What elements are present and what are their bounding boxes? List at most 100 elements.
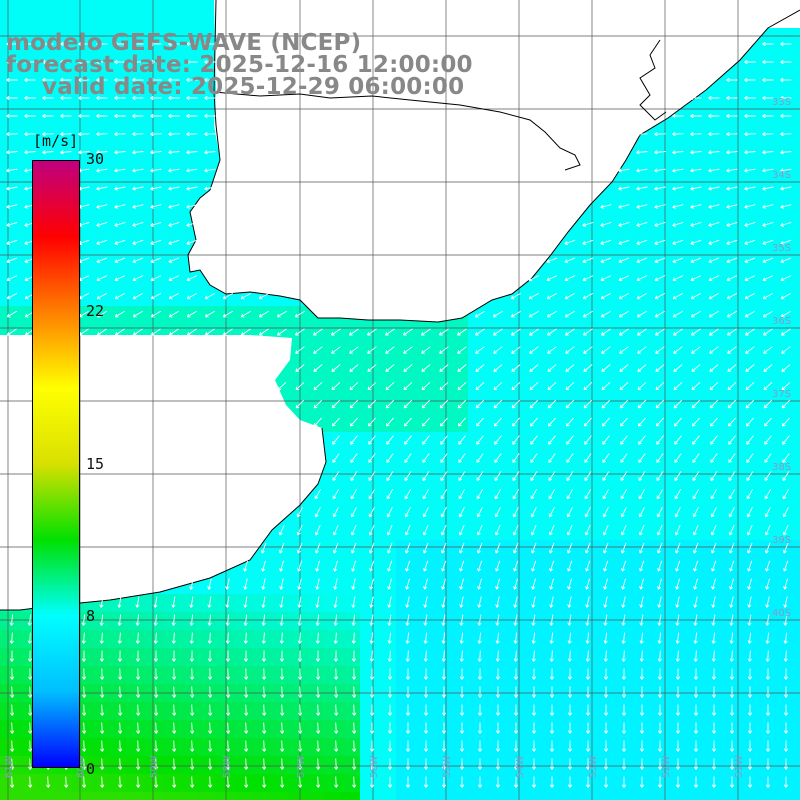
field-cell	[270, 576, 289, 595]
field-cell	[432, 720, 451, 739]
field-cell	[684, 720, 703, 739]
field-cell	[162, 648, 181, 667]
field-cell	[666, 198, 685, 217]
field-cell	[342, 324, 361, 343]
wind-arrow	[387, 614, 392, 626]
wind-arrow	[226, 686, 231, 698]
wind-arrow	[168, 275, 180, 282]
field-cell	[792, 540, 800, 559]
wind-arrow	[136, 776, 141, 788]
wind-arrow	[782, 453, 790, 463]
field-cell	[576, 666, 595, 685]
wind-arrow	[132, 239, 144, 246]
wind-arrow	[708, 186, 720, 191]
wind-arrow	[636, 150, 648, 155]
wind-arrow	[9, 632, 14, 644]
wind-arrow	[243, 650, 249, 662]
wind-arrow	[225, 632, 230, 644]
wind-arrow	[421, 417, 430, 427]
field-cell	[450, 576, 469, 595]
wind-arrow	[672, 113, 684, 119]
wind-arrow	[154, 722, 159, 734]
field-cell	[738, 180, 757, 199]
wind-arrow	[118, 776, 123, 788]
field-cell	[0, 126, 19, 145]
wind-arrow	[150, 275, 162, 282]
wind-arrow	[207, 596, 212, 608]
field-cell	[126, 792, 145, 800]
field-cell	[378, 792, 397, 800]
wind-arrow	[150, 204, 162, 209]
field-cell	[162, 180, 181, 199]
field-cell	[486, 792, 505, 800]
wind-arrow	[332, 435, 340, 445]
field-cell	[432, 324, 451, 343]
field-cell	[324, 756, 343, 775]
field-cell	[594, 396, 613, 415]
field-cell	[612, 180, 631, 199]
field-cell	[450, 468, 469, 487]
field-cell	[648, 360, 667, 379]
field-cell	[90, 198, 109, 217]
wind-arrow	[726, 77, 738, 83]
wind-arrow	[114, 257, 126, 264]
wind-arrow	[708, 275, 720, 282]
field-cell	[108, 738, 127, 757]
wind-arrow	[24, 41, 36, 47]
wind-arrow	[423, 740, 429, 752]
field-cell	[774, 126, 793, 145]
wind-arrow	[154, 704, 159, 716]
field-cell	[540, 594, 559, 613]
wind-arrow	[547, 346, 557, 354]
field-cell	[432, 558, 451, 577]
wind-arrow	[762, 275, 774, 282]
wind-arrow	[656, 488, 664, 500]
wind-arrow	[621, 560, 627, 572]
wind-arrow	[42, 113, 54, 119]
wind-arrow	[744, 59, 756, 65]
field-cell	[648, 180, 667, 199]
field-cell	[612, 360, 631, 379]
field-cell	[648, 594, 667, 613]
wind-arrow	[494, 506, 501, 518]
wind-arrow	[386, 453, 394, 463]
field-cell	[702, 612, 721, 631]
field-cell	[612, 756, 631, 775]
wind-arrow	[762, 328, 773, 336]
wind-arrow	[781, 346, 791, 354]
field-cell	[594, 576, 613, 595]
field-cell	[450, 720, 469, 739]
field-cell	[378, 468, 397, 487]
wind-arrow	[711, 596, 716, 608]
longitude-label: 55W	[442, 755, 453, 778]
field-cell	[54, 792, 73, 800]
wind-arrow	[744, 77, 756, 83]
field-cell	[702, 792, 721, 800]
wind-arrow	[150, 221, 162, 227]
field-cell	[648, 540, 667, 559]
wind-arrow	[387, 578, 392, 590]
field-cell	[360, 774, 379, 793]
field-cell	[522, 342, 541, 361]
wind-arrow	[727, 346, 737, 354]
wind-arrow	[673, 417, 682, 427]
wind-arrow	[190, 704, 195, 716]
field-cell	[162, 162, 181, 181]
field-cell	[18, 792, 37, 800]
wind-arrow	[114, 293, 126, 300]
wind-arrow	[204, 41, 216, 47]
field-cell	[270, 540, 289, 559]
field-cell	[18, 756, 37, 775]
field-cell	[0, 612, 19, 631]
wind-arrow	[765, 596, 770, 608]
field-cell	[720, 702, 739, 721]
wind-arrow	[243, 632, 248, 644]
wind-arrow	[438, 328, 449, 336]
field-cell	[0, 756, 19, 775]
wind-arrow	[656, 453, 664, 463]
field-cell	[666, 576, 685, 595]
field-cell	[0, 0, 19, 19]
wind-arrow	[636, 132, 648, 137]
wind-arrow	[168, 310, 179, 318]
field-cell	[630, 504, 649, 523]
